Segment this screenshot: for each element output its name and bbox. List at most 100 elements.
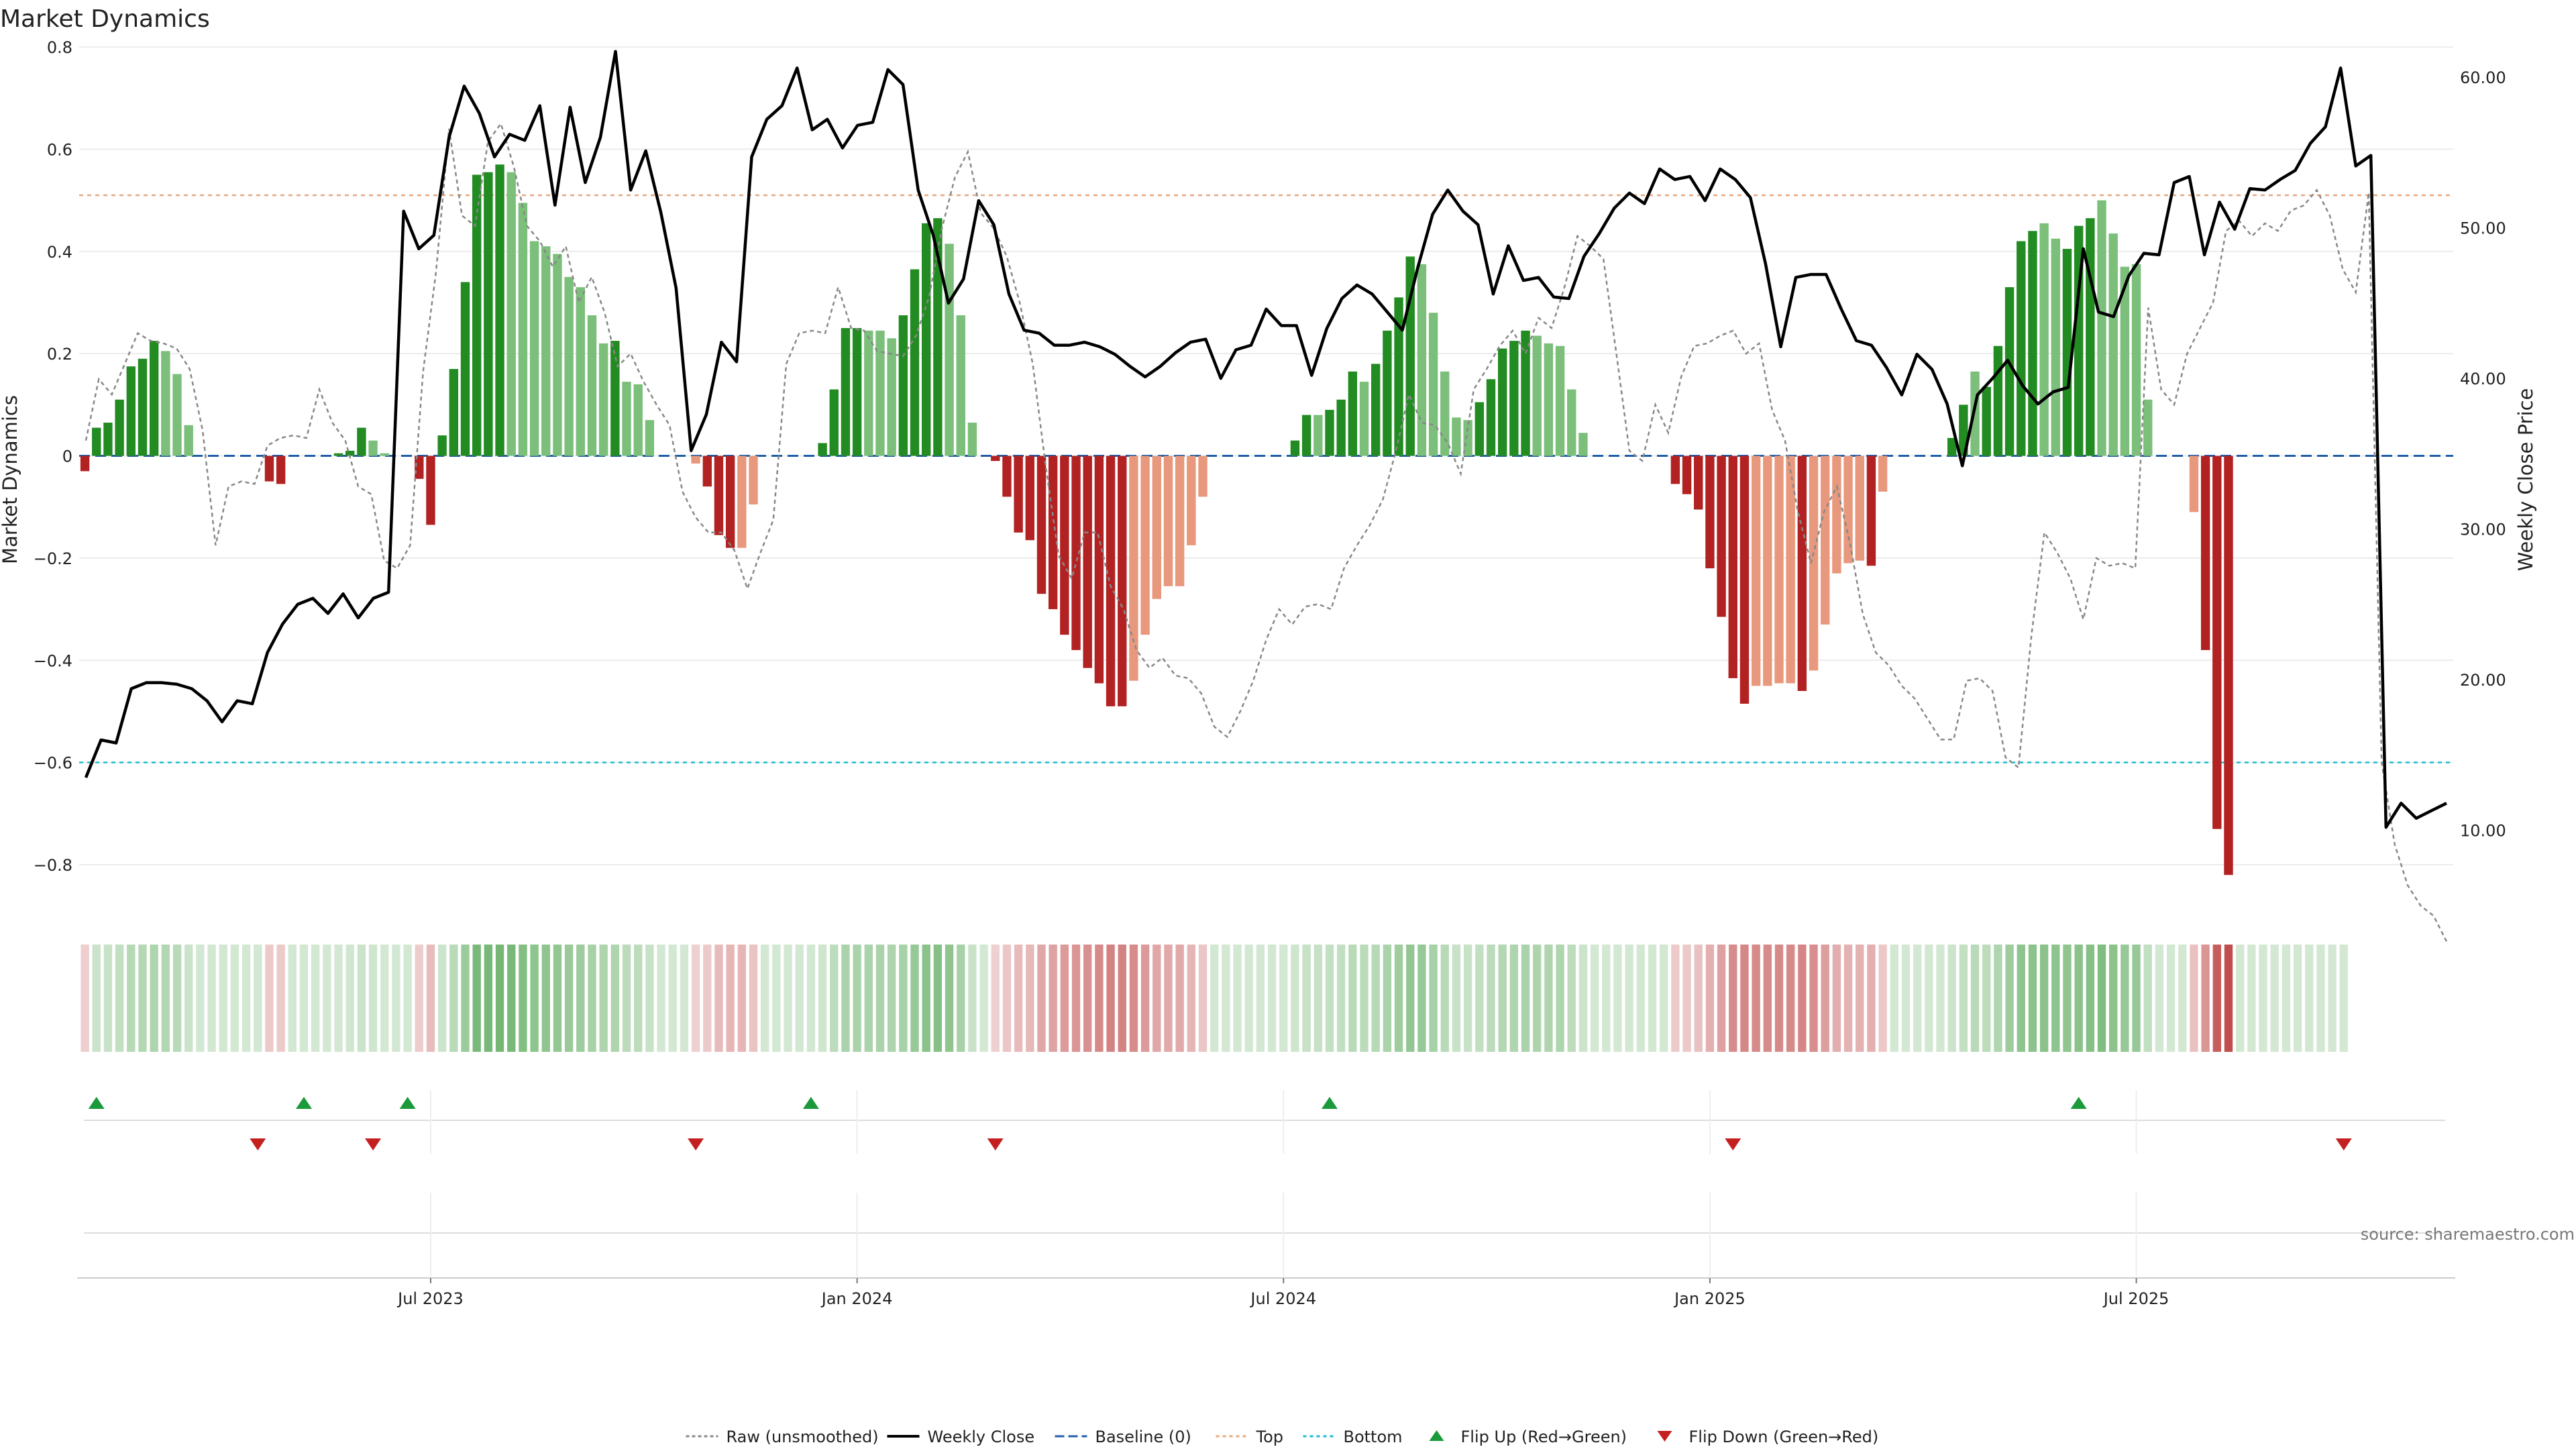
histogram-bar — [1717, 455, 1726, 617]
histogram-bar — [818, 443, 827, 456]
heat-cell — [2212, 945, 2222, 1052]
heat-cell — [1982, 945, 1991, 1052]
histogram-bar — [725, 455, 735, 548]
histogram-bar — [126, 366, 136, 456]
heat-cell — [1406, 945, 1415, 1052]
heat-cell — [2109, 945, 2118, 1052]
histogram-bar — [2120, 266, 2130, 456]
heat-cell — [1913, 945, 1922, 1052]
flip-down-marker — [365, 1138, 382, 1150]
heat-cell — [207, 945, 216, 1052]
flip-down-marker — [688, 1138, 704, 1150]
histogram-bar — [702, 455, 712, 487]
histogram-bar — [1555, 345, 1565, 456]
heat-cell — [1198, 945, 1208, 1052]
histogram-bar — [1313, 415, 1323, 456]
heat-cell — [241, 945, 251, 1052]
heat-cell — [795, 945, 804, 1052]
heat-cell — [2328, 945, 2337, 1052]
histogram-bar — [2028, 231, 2037, 456]
heat-cell — [1222, 945, 1230, 1052]
heat-cell — [749, 945, 758, 1052]
histogram-bar — [357, 427, 366, 456]
heat-cell — [922, 945, 930, 1052]
heat-cell — [368, 945, 378, 1052]
flip-down-marker — [1725, 1138, 1741, 1150]
histogram-bar — [633, 384, 643, 456]
histogram-bar — [172, 374, 182, 456]
heat-cell — [887, 945, 896, 1052]
histogram-bar — [967, 423, 977, 456]
histogram-bar — [887, 338, 896, 456]
weekly-close-line — [84, 50, 2447, 829]
heat-cell — [1140, 945, 1150, 1052]
heat-cell — [392, 945, 400, 1052]
histogram-bar — [1394, 297, 1403, 456]
histogram-bar — [714, 455, 724, 535]
flip-up-marker — [802, 1097, 819, 1109]
histogram-bar — [945, 244, 954, 456]
heat-cell — [853, 945, 861, 1052]
histogram-bar — [1993, 345, 2003, 456]
legend-label: Flip Up (Red→Green) — [1461, 1428, 1627, 1446]
histogram-bar — [80, 455, 90, 472]
histogram-bar — [749, 455, 758, 504]
histogram-bar — [1855, 455, 1864, 561]
histogram-bar — [576, 287, 586, 456]
histogram-bar — [737, 455, 747, 548]
heat-cell — [899, 945, 908, 1052]
histogram-bar — [1290, 440, 1300, 456]
left-axis-label: Market Dynamics — [0, 395, 21, 564]
heat-cell — [2293, 945, 2302, 1052]
heat-cell — [1717, 945, 1726, 1052]
heat-cell — [1487, 945, 1495, 1052]
heat-cell — [219, 945, 227, 1052]
heat-cell — [519, 945, 527, 1052]
heat-cell — [875, 945, 885, 1052]
heat-cell — [2143, 945, 2152, 1052]
right-tick-label: 40.00 — [2460, 370, 2506, 388]
legend-label: Bottom — [1344, 1428, 1403, 1446]
right-tick-label: 20.00 — [2460, 671, 2506, 690]
histogram-bar — [1187, 455, 1196, 545]
heat-cell — [449, 945, 458, 1052]
histogram-bar — [1106, 455, 1116, 706]
heat-cell — [161, 945, 170, 1052]
heat-cell — [1970, 945, 1980, 1052]
heat-cell — [2074, 945, 2083, 1052]
histogram-bar — [1521, 330, 1530, 456]
heat-cell — [2178, 945, 2187, 1052]
heat-cell — [622, 945, 631, 1052]
heat-cell — [1821, 945, 1829, 1052]
histogram-bar — [1821, 455, 1830, 625]
heat-cell — [1625, 945, 1633, 1052]
heat-cell — [403, 945, 412, 1052]
heat-cell — [1936, 945, 1945, 1052]
histogram-bar — [553, 254, 562, 456]
heat-cell — [979, 945, 988, 1052]
heat-cell — [196, 945, 205, 1052]
histogram-bar — [1728, 455, 1737, 678]
heat-cell — [1660, 945, 1668, 1052]
histogram-bar — [1463, 420, 1472, 456]
heat-cell — [1901, 945, 1911, 1052]
histogram-bar — [1486, 379, 1496, 456]
heat-cell — [1394, 945, 1403, 1052]
heat-cell — [1463, 945, 1472, 1052]
heat-cell — [1867, 945, 1876, 1052]
histogram-bar — [1694, 455, 1703, 510]
histogram-bar — [1797, 455, 1807, 691]
heat-cell — [1740, 945, 1749, 1052]
legend-item-raw: Raw (unsmoothed) — [686, 1428, 879, 1446]
heat-cell — [2247, 945, 2256, 1052]
heat-cell — [1556, 945, 1564, 1052]
heat-cell — [2235, 945, 2245, 1052]
heat-cell — [1694, 945, 1703, 1052]
histogram-bar — [1083, 455, 1092, 668]
histogram-bar — [1832, 455, 1841, 574]
heat-cell — [864, 945, 873, 1052]
x-axis-ticks: Jul 2023 Jan 2024 Jul 2024 Jan 2025 Jul 2025 — [396, 1278, 2169, 1308]
histogram-bar — [1175, 455, 1185, 586]
raw-line — [85, 121, 2448, 942]
histogram-bar — [1947, 437, 1957, 456]
